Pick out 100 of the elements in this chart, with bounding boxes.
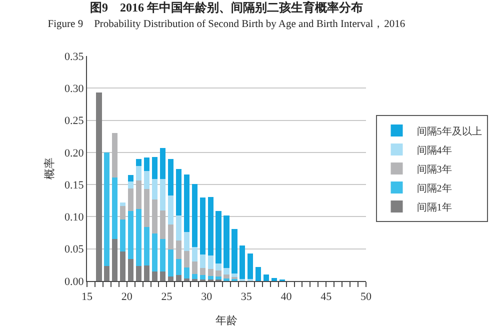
bar [144, 227, 150, 266]
bar [192, 262, 198, 274]
bar [136, 209, 142, 266]
bar [240, 246, 246, 280]
bar [184, 250, 190, 268]
legend-label: 间隔3年 [416, 163, 452, 176]
legend-label: 间隔5年及以上 [416, 125, 482, 138]
x-tick-label: 25 [161, 291, 173, 304]
bar [160, 210, 166, 240]
bar [144, 158, 150, 172]
y-tick-label: 0.05 [64, 244, 84, 256]
y-tick-label: 0.10 [64, 212, 84, 224]
bar [224, 215, 230, 268]
bar [200, 197, 206, 255]
bar [144, 189, 150, 227]
bar [184, 174, 190, 232]
bar [136, 166, 142, 181]
bar [192, 184, 198, 247]
bar [184, 232, 190, 251]
bar [208, 268, 214, 276]
bar [168, 276, 174, 281]
bar [112, 239, 118, 281]
bar [176, 169, 182, 216]
bar [192, 274, 198, 280]
x-tick-label: 20 [121, 291, 133, 304]
bar [152, 199, 158, 234]
bar [200, 275, 206, 280]
bar [120, 206, 126, 220]
bar [168, 224, 174, 250]
bar [176, 240, 182, 260]
x-tick-label: 50 [360, 291, 372, 304]
y-tick-label: 0.25 [64, 115, 84, 128]
bar [208, 255, 214, 269]
x-tick-label: 45 [320, 291, 332, 304]
bar [216, 276, 222, 280]
bar [232, 228, 238, 274]
legend-label: 间隔4年 [416, 144, 452, 156]
bar [128, 174, 134, 182]
bar [200, 268, 206, 276]
bar [216, 210, 222, 264]
bar [112, 133, 118, 178]
bar [144, 171, 150, 190]
bar [136, 266, 142, 281]
x-axis-title: 年龄 [216, 315, 238, 327]
bar [168, 158, 174, 196]
bar [272, 278, 278, 281]
bar [128, 188, 134, 211]
bar [224, 268, 230, 275]
bar [144, 266, 150, 281]
legend-label: 间隔2年 [416, 182, 452, 194]
bar [152, 156, 158, 179]
bar [112, 178, 118, 240]
y-axis-title: 概率 [43, 158, 56, 180]
bar [160, 178, 166, 210]
y-tick-label: 0.35 [64, 50, 84, 63]
bar [208, 276, 214, 280]
bar [168, 196, 174, 224]
chart-title: 图9 2016 年中国年龄别、间隔别二孩生育概率分布 [90, 0, 363, 15]
bar [152, 233, 158, 272]
bar [120, 251, 126, 281]
bar [160, 148, 166, 179]
y-tick-label: 0.30 [64, 82, 84, 95]
bar [184, 268, 190, 278]
y-tick-label: 0.15 [64, 179, 84, 192]
bar [136, 158, 142, 166]
x-tick-label: 35 [240, 291, 252, 304]
bar [216, 264, 222, 271]
bar [176, 259, 182, 276]
x-tick-label: 30 [201, 291, 213, 304]
bar [136, 180, 142, 209]
bar [120, 219, 126, 252]
bar [128, 259, 134, 281]
bar [200, 254, 206, 268]
bar [96, 92, 102, 281]
bar [224, 278, 230, 281]
bar [152, 178, 158, 200]
bar [120, 202, 126, 206]
y-tick-label: 0.00 [64, 276, 84, 288]
bar [192, 246, 198, 262]
bar [232, 273, 238, 278]
chart-subtitle: Figure 9 Probability Distribution of Second Birth by Age and Birth Interval，2016 [48, 19, 406, 30]
bar [104, 266, 110, 281]
bar [256, 266, 262, 281]
bar [128, 181, 134, 188]
bar [176, 275, 182, 281]
legend-label: 间隔1年 [416, 201, 452, 214]
bar [248, 253, 254, 280]
bar [160, 271, 166, 281]
bar [224, 274, 230, 278]
bar [104, 152, 110, 266]
bar [208, 196, 214, 256]
y-tick-label: 0.20 [64, 147, 84, 160]
bar [128, 210, 134, 260]
x-tick-label: 40 [280, 291, 292, 304]
bar [176, 215, 182, 240]
bar [264, 274, 270, 281]
x-tick-label: 15 [82, 291, 93, 304]
bar [216, 270, 222, 276]
bar [168, 250, 174, 276]
bar [184, 278, 190, 281]
